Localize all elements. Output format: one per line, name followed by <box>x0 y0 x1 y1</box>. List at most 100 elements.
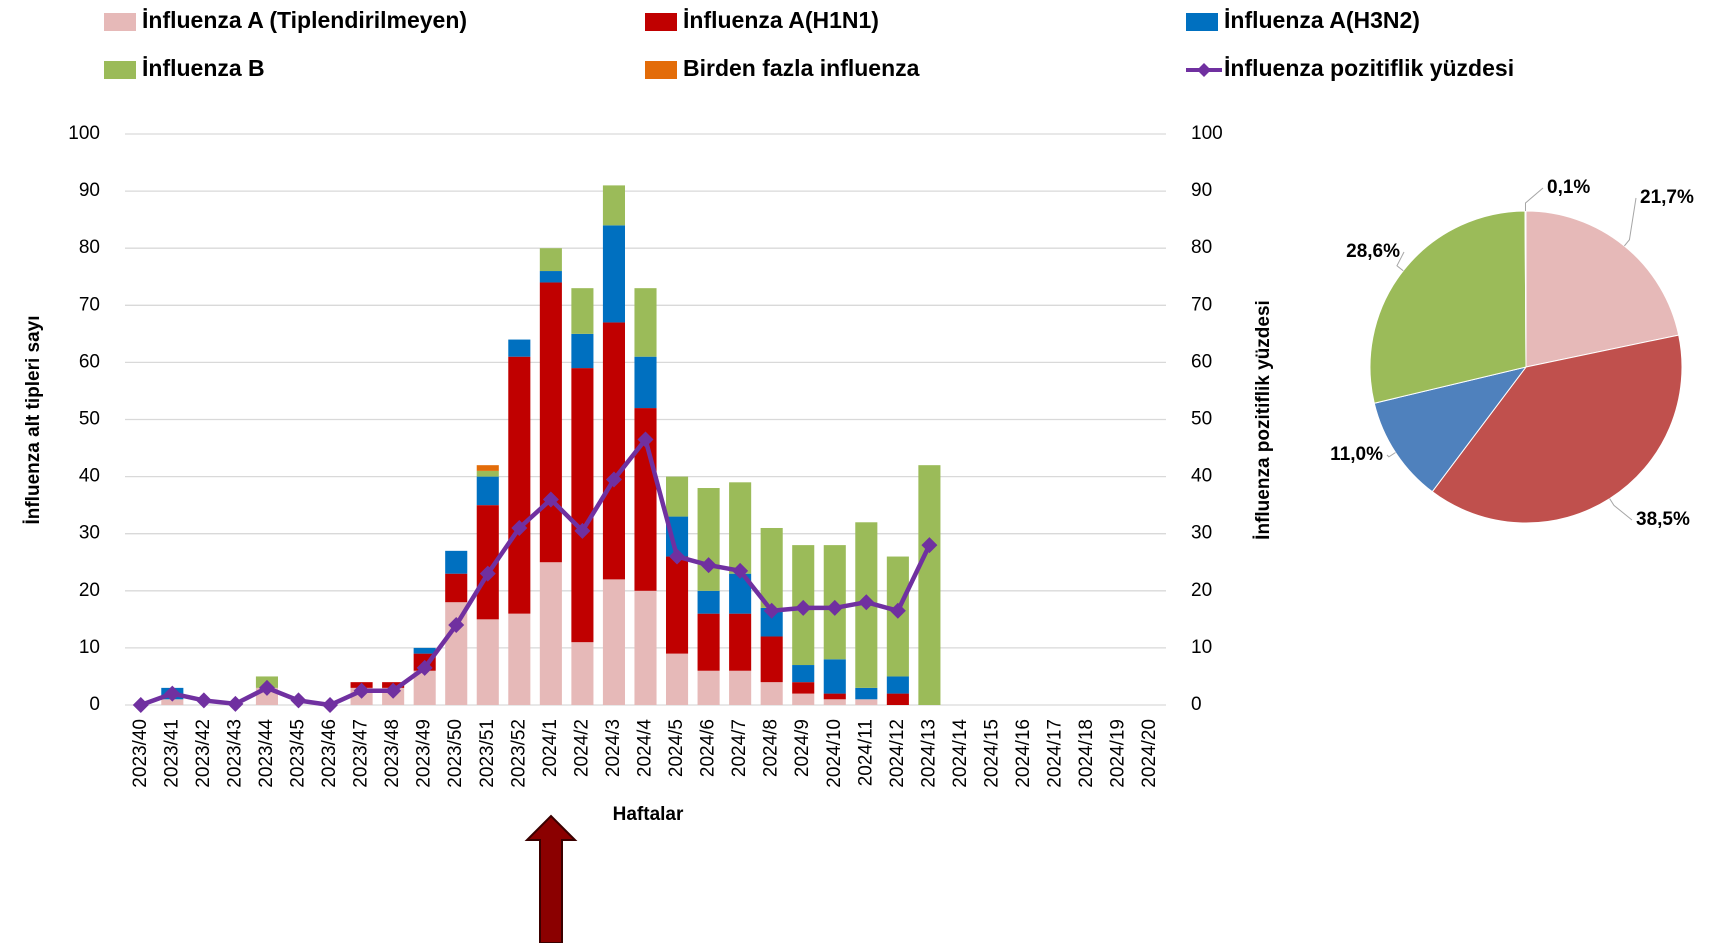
x-tick-label: 2024/17 <box>1045 719 1066 788</box>
bar-segment <box>697 613 720 671</box>
x-tick-label: 2024/19 <box>1108 719 1129 788</box>
line-marker <box>921 537 938 554</box>
x-tick-label: 2023/45 <box>288 719 309 788</box>
bar-segment <box>539 248 562 272</box>
x-tick-label: 2024/5 <box>666 719 687 777</box>
bar-segment <box>476 619 499 705</box>
legend-label: İnfluenza A (Tiplendirilmeyen) <box>142 7 467 33</box>
bar-segment <box>602 185 625 226</box>
line-marker <box>195 692 212 709</box>
x-axis-label: Haftalar <box>613 804 684 825</box>
y-tick-label: 60 <box>79 351 100 372</box>
bar-segment <box>886 676 909 694</box>
bar-segment <box>697 670 720 705</box>
pie-label: 21,7% <box>1640 187 1694 208</box>
x-tick-label: 2023/40 <box>130 719 151 788</box>
legend-swatch <box>104 61 136 79</box>
pie-label: 0,1% <box>1547 177 1590 198</box>
line-marker <box>889 602 906 619</box>
bar-segment <box>697 590 720 614</box>
line-marker <box>669 548 686 565</box>
y2-tick-label: 70 <box>1191 294 1212 315</box>
x-tick-label: 2024/9 <box>792 719 813 777</box>
bar-segment <box>539 282 562 563</box>
bar-segment <box>571 333 594 369</box>
bar-segment <box>571 368 594 643</box>
bar-segment <box>634 288 657 357</box>
bar-segment <box>634 590 657 705</box>
bar-segment <box>729 482 752 574</box>
y-tick-label: 40 <box>79 466 100 487</box>
line-marker <box>416 659 433 676</box>
bar-segment <box>571 642 594 705</box>
bar-segment <box>666 516 689 557</box>
y2-tick-label: 50 <box>1191 409 1212 430</box>
y2-axis-label: İnfluenza pozitiflik yüzdesi <box>1253 300 1274 540</box>
y2-tick-label: 20 <box>1191 580 1212 601</box>
x-tick-label: 2023/52 <box>508 719 529 788</box>
arrow <box>524 814 578 943</box>
line-marker <box>795 599 812 616</box>
bar-segment <box>823 693 846 700</box>
bar-segment <box>666 653 689 705</box>
y-tick-label: 50 <box>79 409 100 430</box>
y2-tick-label: 60 <box>1191 351 1212 372</box>
bar-segment <box>413 647 436 654</box>
bar-segment <box>445 573 468 603</box>
pie-slice <box>1431 334 1683 524</box>
line-marker <box>605 471 622 488</box>
y-tick-label: 0 <box>89 694 100 715</box>
y2-tick-label: 10 <box>1191 637 1212 658</box>
y2-tick-label: 90 <box>1191 180 1212 201</box>
y2-tick-label: 40 <box>1191 466 1212 487</box>
line-marker <box>132 697 149 713</box>
bar-segment <box>918 465 941 705</box>
leader-line <box>1396 251 1405 272</box>
bar-segment <box>413 670 436 705</box>
line-marker <box>574 522 591 539</box>
x-tick-label: 2024/7 <box>729 719 750 777</box>
bar-segment <box>697 488 720 591</box>
bar-segment <box>760 607 783 637</box>
legend-swatch <box>104 13 136 31</box>
legend-label: İnfluenza B <box>142 55 265 81</box>
legend-label: İnfluenza A(H3N2) <box>1224 7 1420 33</box>
x-tick-label: 2023/47 <box>351 719 372 788</box>
bar-segment <box>760 527 783 608</box>
x-tick-label: 2024/10 <box>824 719 845 788</box>
pie-label: 28,6% <box>1346 241 1400 262</box>
bar-segment <box>792 665 815 683</box>
bar-segment <box>508 339 531 357</box>
bar-segment <box>666 556 689 654</box>
bar-segment <box>729 670 752 705</box>
y-tick-label: 80 <box>79 237 100 258</box>
y-tick-label: 30 <box>79 523 100 544</box>
y-tick-label: 90 <box>79 180 100 201</box>
x-tick-label: 2023/41 <box>161 719 182 788</box>
line-marker <box>763 602 780 619</box>
legend-swatch <box>645 13 677 31</box>
bar-segment <box>445 602 468 705</box>
pie-label: 38,5% <box>1636 509 1690 530</box>
x-tick-label: 2024/11 <box>855 719 876 786</box>
line-marker <box>479 565 496 582</box>
line-marker <box>448 617 465 634</box>
line-marker <box>826 599 843 616</box>
bar-segment <box>729 573 752 614</box>
y2-tick-label: 30 <box>1191 523 1212 544</box>
line-marker <box>290 692 307 709</box>
legend-swatch <box>1197 63 1211 77</box>
x-tick-label: 2023/48 <box>382 719 403 788</box>
leader-line <box>1386 452 1396 458</box>
x-tick-label: 2024/12 <box>887 719 908 788</box>
x-tick-label: 2024/14 <box>950 719 971 788</box>
line-marker <box>385 682 402 699</box>
x-tick-label: 2023/44 <box>256 719 277 788</box>
x-tick-label: 2023/50 <box>445 719 466 788</box>
bar-segment <box>855 687 878 700</box>
x-tick-label: 2023/49 <box>414 719 435 788</box>
bar-segment <box>760 636 783 683</box>
bar-segment <box>823 659 846 694</box>
line-marker <box>732 562 749 579</box>
